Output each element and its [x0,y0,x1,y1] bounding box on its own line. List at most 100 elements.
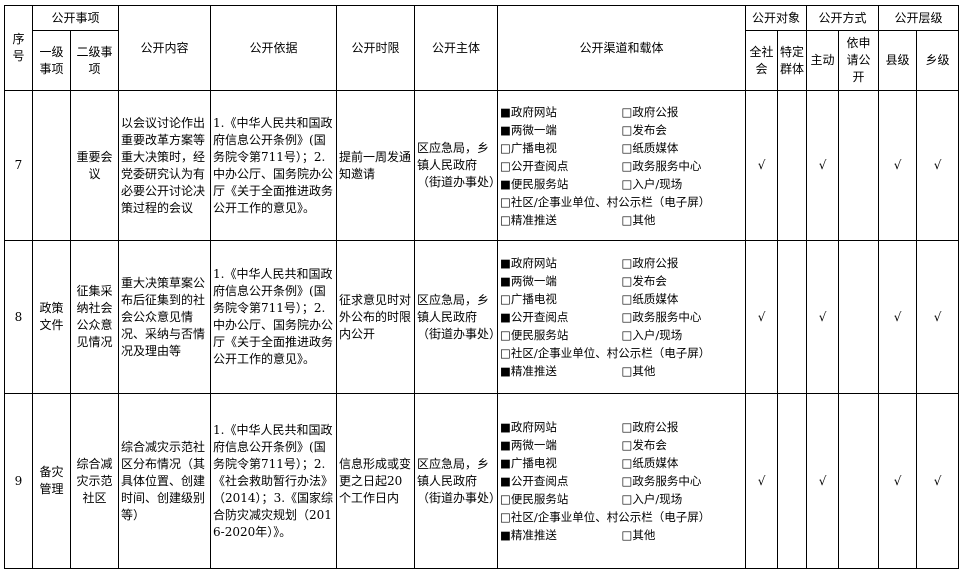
channel-item: ■便民服务站 [500,175,622,193]
checkbox: □ [500,140,511,155]
header-cell: 县级 [878,30,918,91]
check-cell: √ [916,240,960,394]
checkbox: □ [621,474,633,488]
checkbox: □ [621,528,633,542]
channel-label: 其他 [632,528,656,542]
time-cell: 征求意见时对外公布的时限内公开 [336,240,416,394]
channel-item: □公开查阅点 [500,157,622,175]
channel-item: □其他 [622,526,744,544]
channel-item: □政务服务中心 [622,157,744,175]
basis-item: 1.《中华人民共和国政府信息公开条例》(国务院令第711号）； [213,422,333,471]
basis-item: 3.《国家综合防灾减灾规划（2016-2020年）》。 [213,490,334,539]
check-cell: √ [806,393,840,569]
checkbox: □ [500,292,511,306]
checkbox: ■ [500,438,511,452]
channel-item: □纸质媒体 [622,139,744,157]
channel-label: 广播电视 [510,456,557,470]
checkbox: □ [621,364,633,378]
header-cell: 特定群体 [777,30,808,91]
header-row: 一级事项 二级事项 全社会 特定群体 主动 依申请公开 县级 乡级 [5,30,960,91]
channel-label: 发布会 [632,274,667,288]
basis-item: 1.《中华人民共和国政府信息公开条例》(国务院令第711号）； [213,115,333,164]
channel-cell: ■政府网站 □政府公报 ■两微一端 □发布会 □广播电视 □纸质媒体 □公开查阅点 □政务服务… [497,90,747,241]
channel-label: 政府网站 [510,420,557,434]
check-cell: √ [806,240,840,394]
checkbox: □ [621,140,633,155]
data-row: 7 重要会议 以会议讨论作出重要改革方案等重大决策时，经党委研究认为有必要公开讨论决… [4,90,960,241]
channel-label: 精准推送 [510,528,557,542]
channel-label: 政府公报 [632,420,679,434]
checkbox: □ [621,328,633,342]
header-cell: 序号 [4,5,33,91]
channel-label: 政务服务中心 [632,310,702,324]
channel-item: □其他 [622,362,744,380]
header-cell: 公开内容 [118,5,212,91]
content-cell: 综合减灾示范社区分布情况（其具体位置、创建时间、创建级别等） [118,393,212,569]
channel-label: 纸质媒体 [632,292,679,306]
header-cell: 公开方式 [806,5,880,31]
channel-label: 发布会 [632,438,667,452]
row-number: 8 [4,240,33,394]
channel-label: 政府公报 [632,104,679,119]
channel-item: □纸质媒体 [622,290,744,308]
channel-label: 纸质媒体 [632,140,679,155]
channel-label: 精准推送 [510,212,557,227]
header-cell: 公开依据 [210,5,338,91]
checkbox: ■ [500,474,511,488]
channel-label: 便民服务站 [510,492,569,506]
channel-item: □政务服务中心 [622,472,744,490]
check-cell: √ [878,90,918,241]
basis-item: 2.中办公厅、国务院办公厅《关于全面推进政务公开工作的意见》。 [213,301,334,366]
check-cell [838,240,880,394]
header-cell: 乡级 [916,30,960,91]
channel-item: □其他 [622,211,744,229]
channel-label: 广播电视 [510,140,557,155]
channel-item: ■广播电视 [500,454,622,472]
header-cell: 公开事项 [31,5,120,31]
header-cell: 全社会 [745,30,779,91]
channel-item: ■精准推送 [500,362,622,380]
checkbox: ■ [500,274,511,288]
checkbox: ■ [500,104,511,119]
check-cell: √ [878,240,918,394]
channel-item: □社区/企事业单位、村公示栏（电子屏） [500,344,710,362]
header-cell: 公开时限 [336,5,416,91]
channel-label: 其他 [632,364,656,378]
table-body: 7 重要会议 以会议讨论作出重要改革方案等重大决策时，经党委研究认为有必要公开讨论决… [4,90,960,569]
checkbox: □ [621,492,633,506]
checkbox: □ [621,104,633,119]
check-cell: √ [916,90,960,241]
channel-label: 社区/企事业单位、村公示栏（电子屏） [510,510,711,524]
channel-label: 社区/企事业单位、村公示栏（电子屏） [510,194,711,209]
checkbox: □ [621,256,633,270]
channel-list: ■政府网站 □政府公报 ■两微一端 □发布会 □广播电视 □纸质媒体 □公开查阅点 □政务服务… [500,103,743,229]
checkbox: □ [500,510,511,524]
channel-label: 入户/现场 [632,492,683,506]
check-cell [838,393,880,569]
checkbox: □ [500,158,511,173]
checkbox: □ [621,274,633,288]
checkbox: ■ [500,364,511,378]
data-row: 9 备灾管理 综合减灾示范社区 综合减灾示范社区分布情况（其具体位置、创建时间、创建级… [4,393,960,569]
checkbox: ■ [500,420,511,434]
check-cell [838,90,880,241]
channel-item: ■两微一端 [500,436,622,454]
channel-label: 公开查阅点 [510,310,569,324]
checkbox: □ [621,212,633,227]
channel-label: 公开查阅点 [510,474,569,488]
channel-item: □入户/现场 [622,326,744,344]
channel-label: 两微一端 [510,122,557,137]
checkbox: ■ [500,456,511,470]
channel-item: □便民服务站 [500,326,622,344]
channel-label: 政府网站 [510,104,557,119]
check-cell [777,240,808,394]
channel-item: □入户/现场 [622,490,744,508]
checkbox: □ [500,492,511,506]
channel-label: 便民服务站 [510,328,569,342]
channel-label: 纸质媒体 [632,456,679,470]
level2-cell: 征集采纳社会公众意见情况 [69,240,120,394]
channel-item: □广播电视 [500,290,622,308]
channel-label: 两微一端 [510,274,557,288]
channel-item: □广播电视 [500,139,622,157]
